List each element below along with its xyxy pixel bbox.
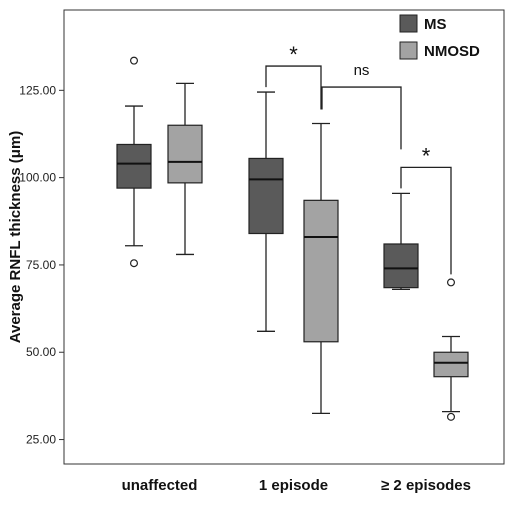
y-tick-label: 50.00 [26, 345, 56, 359]
outlier-point [447, 278, 456, 287]
y-axis: 25.00 50.00 75.00 100.00 125.00 [19, 83, 64, 447]
bracket-line [321, 86, 402, 150]
box-iqr [167, 124, 203, 184]
box-nmosd-2 [433, 278, 469, 421]
legend-swatch-nmosd [399, 41, 418, 60]
x-axis-categories: unaffected 1 episode ≥ 2 episodes [122, 477, 471, 494]
significance-bracket: * [400, 143, 452, 275]
significance-label: ns [354, 62, 370, 79]
box-ms-2 [383, 192, 419, 291]
x-category-label: 1 episode [259, 477, 328, 494]
significance-bracket: * [265, 42, 322, 110]
outlier-point [447, 412, 456, 421]
box-iqr [303, 199, 339, 343]
significance-bracket: ns [321, 62, 402, 150]
legend-swatch-ms [399, 14, 418, 33]
box-nmosd-1 [303, 122, 339, 415]
y-axis-label: Average RNFL thickness (μm) [7, 131, 24, 344]
y-tick-label: 100.00 [19, 171, 56, 185]
box-iqr [383, 243, 419, 289]
box-groups [116, 56, 469, 421]
box-iqr [248, 157, 284, 235]
bracket-line [265, 65, 322, 110]
outlier-point [130, 259, 139, 268]
bracket-line [400, 166, 452, 275]
x-category-label: ≥ 2 episodes [381, 477, 471, 494]
legend-label-nmosd: NMOSD [424, 43, 480, 60]
significance-annotations: * ns * [265, 42, 452, 275]
legend: MS NMOSD [399, 14, 480, 60]
significance-label: * [289, 42, 298, 67]
box-ms-0 [116, 56, 152, 268]
x-category-label: unaffected [122, 477, 198, 494]
y-tick-label: 25.00 [26, 433, 56, 447]
box-nmosd-0 [167, 82, 203, 256]
significance-label: * [422, 143, 431, 168]
plot-frame [63, 9, 505, 465]
box-iqr [116, 143, 152, 189]
legend-label-ms: MS [424, 16, 447, 33]
y-tick-label: 125.00 [19, 83, 56, 97]
outlier-point [130, 56, 139, 65]
box-ms-1 [248, 91, 284, 332]
y-tick-label: 75.00 [26, 258, 56, 272]
box-iqr [433, 351, 469, 378]
